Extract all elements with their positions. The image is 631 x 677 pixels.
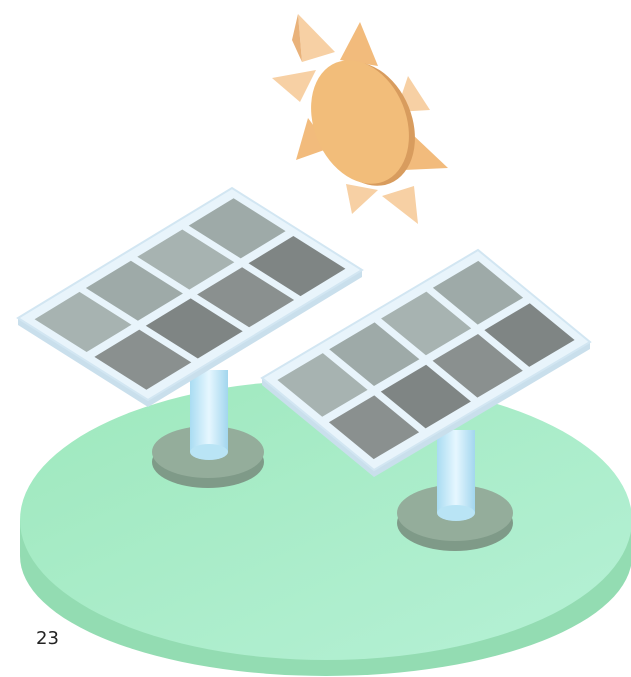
solar-cell: [188, 198, 286, 259]
label: 23: [36, 628, 59, 649]
post: [437, 430, 475, 513]
post: [190, 370, 228, 452]
solar-cell: [432, 260, 524, 325]
solar-cell: [432, 334, 523, 398]
solar-cell: [34, 291, 132, 352]
sun: [272, 14, 448, 224]
solar-cell: [277, 353, 368, 417]
solar-cell: [197, 267, 295, 328]
solar-cell: [484, 303, 575, 367]
solar-cell: [248, 236, 346, 297]
panels: [16, 186, 592, 477]
solar-cell: [328, 395, 420, 460]
post: [437, 505, 475, 521]
solar-cell: [137, 229, 235, 290]
solar-cell: [85, 260, 183, 321]
panel-frame: [16, 186, 364, 402]
solar-cell: [145, 298, 243, 359]
solar-cell: [329, 322, 420, 386]
solar-cell: [94, 329, 192, 390]
solar-cell: [380, 364, 471, 429]
post: [190, 444, 228, 460]
solar-cell: [381, 291, 472, 356]
